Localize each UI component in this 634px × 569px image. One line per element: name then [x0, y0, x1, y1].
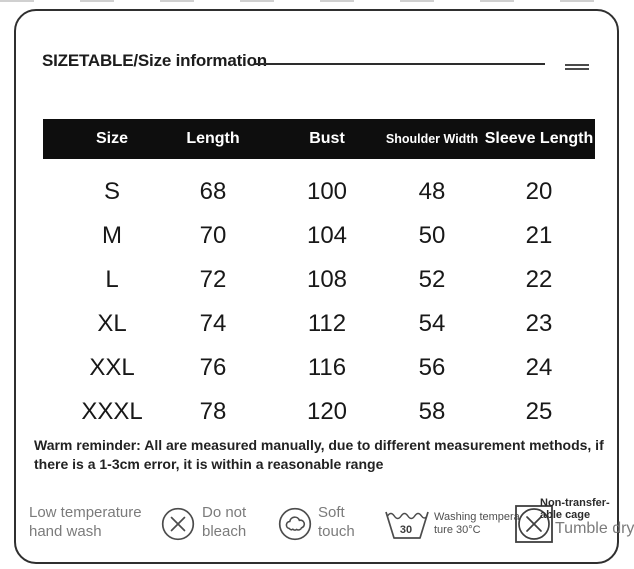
tumble-dry-label: Tumble dry: [555, 520, 634, 537]
table-cell: 112: [307, 310, 347, 337]
wash-tub-icon: 30: [384, 508, 430, 540]
washing-temperature-label: Washing tempera- ture 30°C: [434, 511, 524, 536]
circle-x-icon: [161, 507, 195, 541]
table-cell: 56: [418, 354, 446, 381]
table-cell: 48: [418, 178, 446, 205]
table-cell: L: [105, 266, 119, 293]
top-edge-artifact: [0, 0, 634, 2]
table-cell: 100: [306, 178, 348, 205]
cloud-circle-icon: [278, 507, 312, 541]
table-cell: 20: [525, 178, 553, 205]
table-cell: 50: [418, 222, 446, 249]
table-row: XXL 76 116 56 24: [43, 346, 595, 390]
table-cell: 76: [199, 354, 227, 381]
table-cell: 104: [306, 222, 348, 249]
table-cell: XL: [97, 310, 127, 337]
soft-touch-label: Soft touch: [318, 504, 355, 540]
title-underline: [255, 63, 545, 65]
table-cell: XXXL: [81, 398, 143, 425]
table-row: M 70 104 50 21: [43, 214, 595, 258]
non-transferable-label: Non-transfer- able cage: [540, 497, 610, 521]
table-cell: 52: [418, 266, 446, 293]
header-cell-length: Length: [186, 130, 240, 147]
table-cell: M: [102, 222, 122, 249]
table-cell: 78: [199, 398, 227, 425]
size-info-card: SIZETABLE/Size information Size Length B…: [14, 9, 634, 564]
size-table-body: S 68 100 48 20 M 70 104 50 21 L 72 108 5…: [43, 170, 595, 434]
table-cell: XXL: [89, 354, 135, 381]
table-row: XXXL 78 120 58 25: [43, 390, 595, 434]
page-title: SIZETABLE/Size information: [42, 51, 267, 70]
equals-decoration-icon: [565, 64, 589, 72]
hand-wash-label: Low temperature hand wash: [29, 504, 142, 540]
header-cell-shoulder-width: Shoulder Width: [385, 132, 479, 146]
table-cell: 25: [525, 398, 553, 425]
svg-text:30: 30: [400, 524, 412, 536]
table-cell: 22: [525, 266, 553, 293]
do-not-bleach-label: Do not bleach: [202, 504, 247, 540]
table-cell: 58: [418, 398, 446, 425]
header-cell-size: Size: [95, 130, 129, 147]
table-cell: 54: [418, 310, 446, 337]
header-cell-sleeve-length: Sleeve Length: [484, 130, 594, 147]
table-row: S 68 100 48 20: [43, 170, 595, 214]
table-cell: 70: [199, 222, 227, 249]
table-cell: S: [103, 178, 121, 205]
table-cell: 120: [306, 398, 348, 425]
table-row: XL 74 112 54 23: [43, 302, 595, 346]
table-cell: 21: [525, 222, 553, 249]
table-cell: 68: [199, 178, 227, 205]
table-cell: 108: [306, 266, 348, 293]
warm-reminder: Warm reminder: All are measured manually…: [34, 437, 604, 472]
size-table-header: Size Length Bust Shoulder Width Sleeve L…: [43, 119, 595, 159]
table-row: L 72 108 52 22: [43, 258, 595, 302]
table-cell: 72: [199, 266, 227, 293]
table-cell: 74: [199, 310, 227, 337]
table-cell: 116: [307, 354, 347, 381]
table-cell: 24: [525, 354, 553, 381]
table-cell: 23: [525, 310, 553, 337]
square-circle-x-icon: [514, 504, 554, 544]
header-cell-bust: Bust: [309, 130, 345, 147]
